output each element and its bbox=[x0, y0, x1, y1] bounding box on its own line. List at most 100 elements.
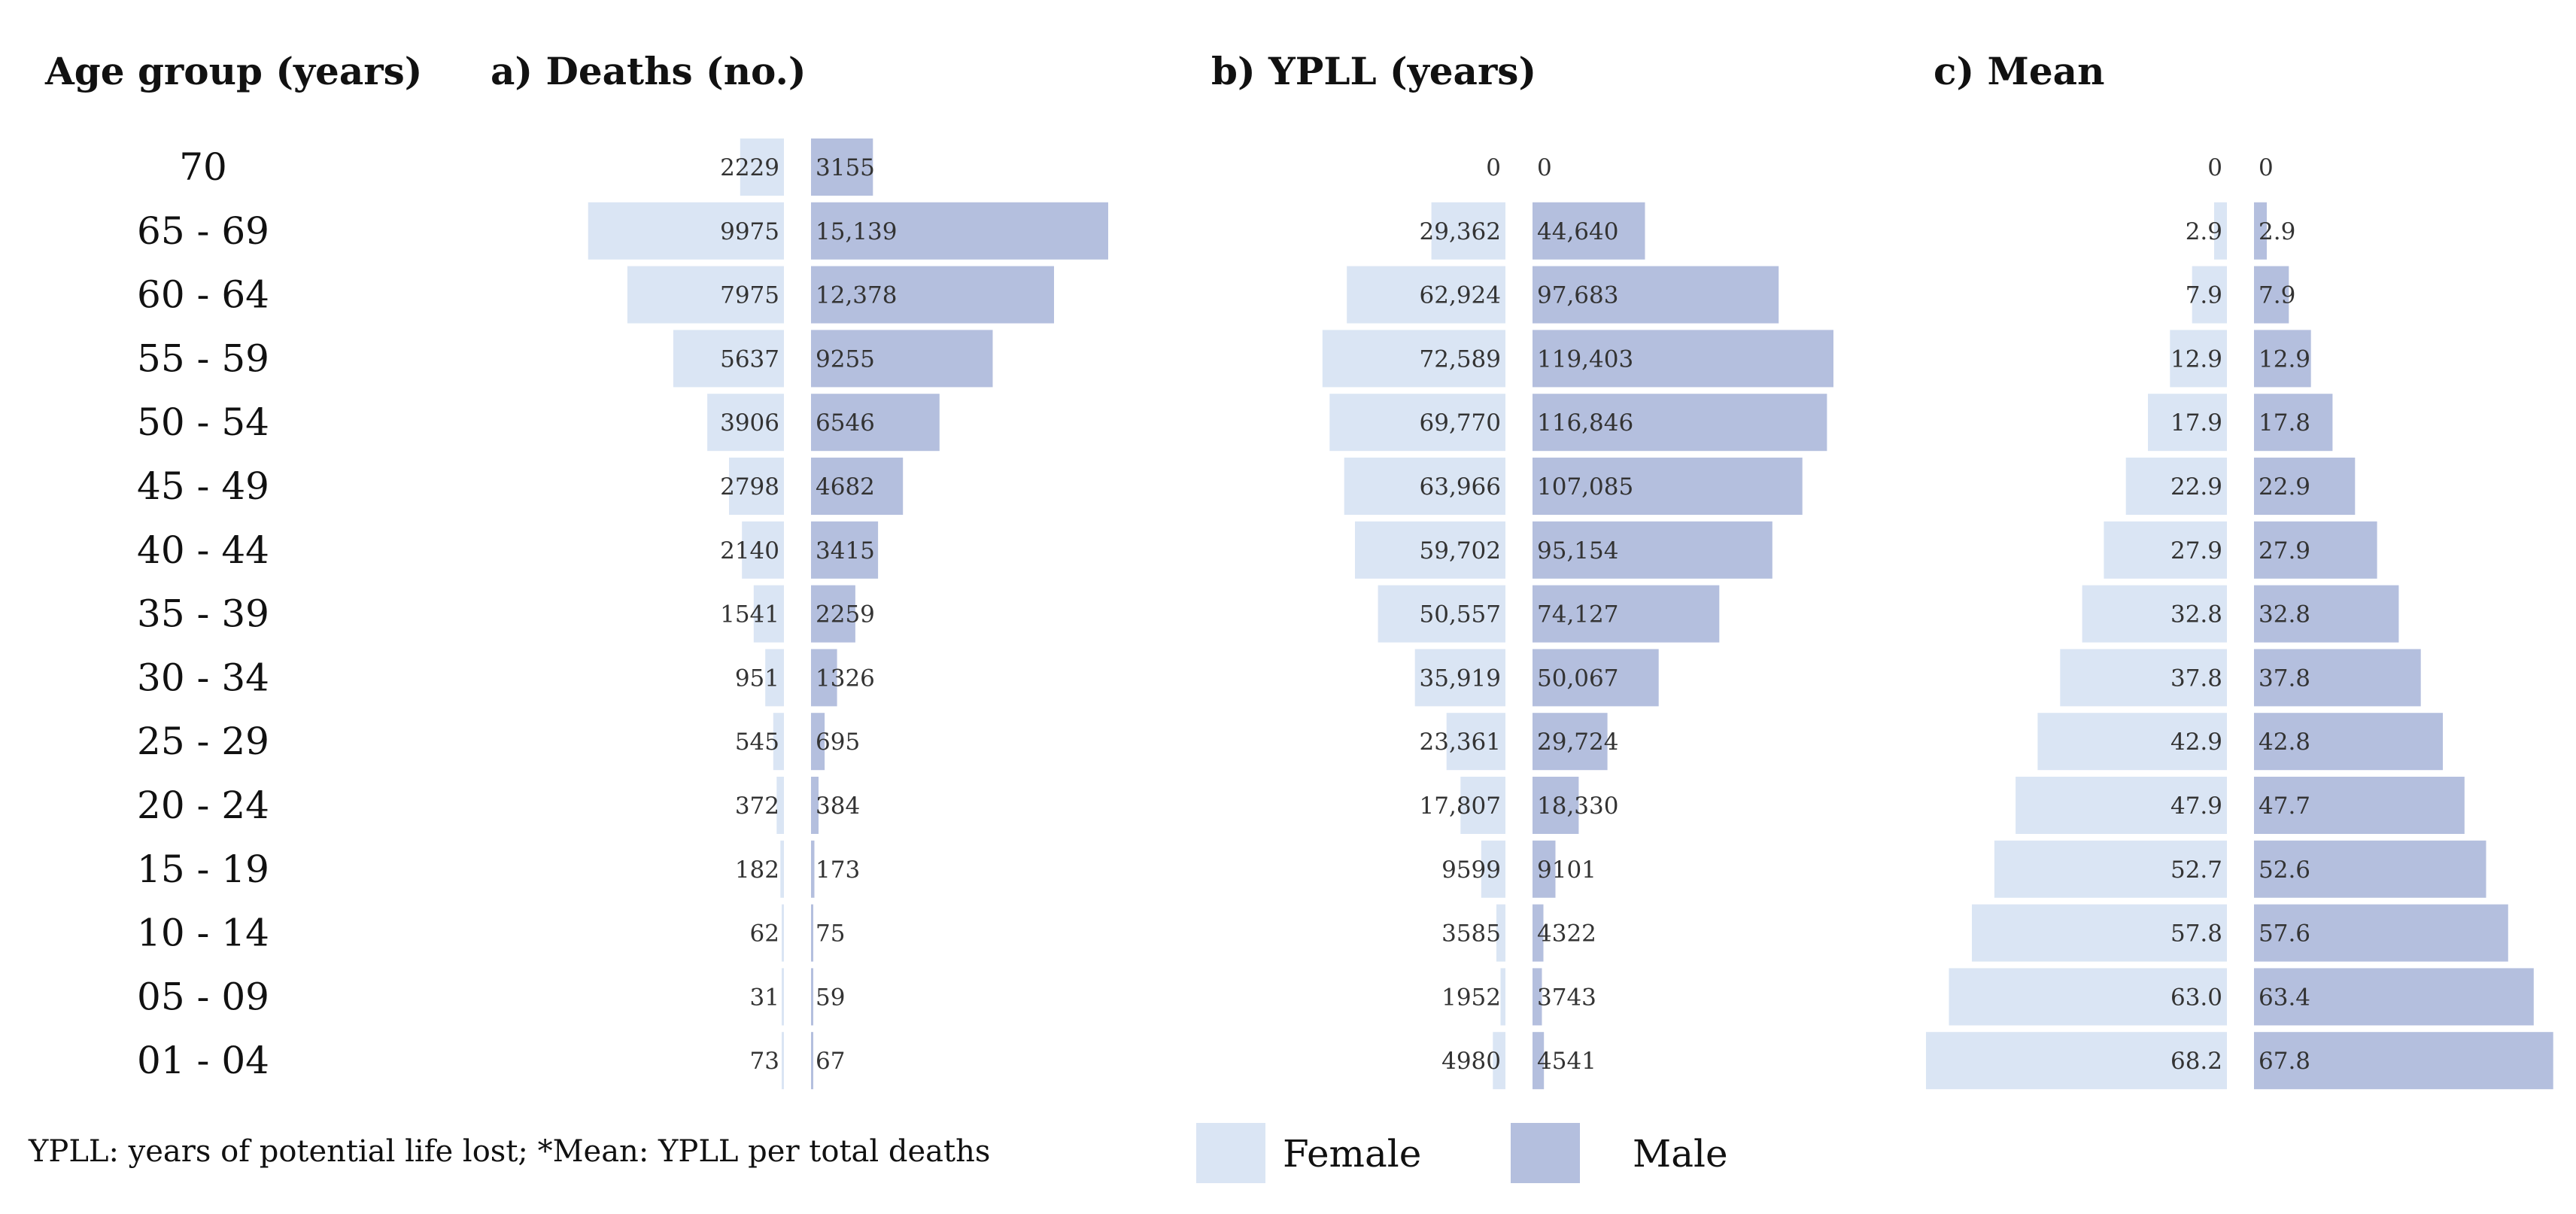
bar-female bbox=[1481, 840, 1505, 898]
value-label-female: 182 bbox=[735, 856, 779, 884]
value-label-male: 47.7 bbox=[2259, 793, 2310, 820]
value-label-male: 4682 bbox=[816, 473, 875, 501]
value-label-female: 7975 bbox=[720, 282, 779, 309]
age-label: 20 - 24 bbox=[137, 783, 269, 827]
bar-female bbox=[782, 1032, 784, 1090]
ypll-panel-title: b) YPLL (years) bbox=[1211, 49, 1536, 93]
bar-male bbox=[1533, 649, 1659, 707]
value-label-male: 2.9 bbox=[2259, 218, 2295, 245]
bar-female bbox=[1994, 840, 2227, 898]
value-label-male: 18,330 bbox=[1537, 793, 1618, 820]
bar-male bbox=[1533, 202, 1645, 260]
value-label-male: 44,640 bbox=[1537, 218, 1618, 245]
value-label-male: 75 bbox=[816, 920, 845, 948]
value-label-female: 63.0 bbox=[2170, 984, 2222, 1011]
value-label-female: 1541 bbox=[720, 601, 779, 628]
value-label-female: 3585 bbox=[1441, 920, 1501, 948]
bar-male bbox=[2254, 458, 2356, 515]
value-label-male: 27.9 bbox=[2259, 537, 2310, 564]
bar-male bbox=[811, 777, 819, 834]
bar-male bbox=[1533, 266, 1779, 324]
value-label-female: 52.7 bbox=[2170, 856, 2222, 884]
value-label-male: 95,154 bbox=[1537, 537, 1618, 564]
value-label-female: 68.2 bbox=[2170, 1048, 2222, 1075]
bar-female bbox=[773, 713, 784, 771]
age-label: 55 - 59 bbox=[137, 336, 269, 380]
bar-female bbox=[1355, 521, 1505, 579]
footnote: YPLL: years of potential life lost; *Mea… bbox=[28, 1134, 990, 1169]
value-label-female: 31 bbox=[750, 984, 779, 1011]
value-label-female: 951 bbox=[735, 665, 779, 692]
bar-female bbox=[2037, 713, 2227, 771]
bar-female bbox=[1329, 394, 1505, 452]
value-label-female: 62,924 bbox=[1420, 282, 1501, 309]
bar-male bbox=[1533, 777, 1579, 834]
value-label-female: 17,807 bbox=[1420, 793, 1501, 820]
value-label-female: 47.9 bbox=[2170, 793, 2222, 820]
legend-female-swatch bbox=[1196, 1123, 1265, 1183]
value-label-female: 2.9 bbox=[2186, 218, 2222, 245]
legend-male-label: Male bbox=[1633, 1132, 1728, 1176]
bar-male bbox=[811, 521, 879, 579]
bar-male bbox=[811, 138, 873, 196]
value-label-female: 2798 bbox=[720, 473, 779, 501]
value-label-male: 57.6 bbox=[2259, 920, 2310, 948]
value-label-male: 119,403 bbox=[1537, 345, 1633, 373]
legend-male-swatch bbox=[1511, 1123, 1580, 1183]
bar-male bbox=[1533, 458, 1803, 515]
age-label: 70 bbox=[179, 145, 227, 189]
age-label: 15 - 19 bbox=[137, 847, 269, 891]
age-labels: 70 65 - 69 60 - 64 55 - 59 50 - 54 45 - 49 40 … bbox=[137, 145, 269, 1082]
bar-female bbox=[2214, 202, 2227, 260]
value-label-male: 4541 bbox=[1537, 1048, 1596, 1075]
bar-female bbox=[2104, 521, 2227, 579]
bar-male bbox=[811, 458, 904, 515]
bar-female bbox=[753, 585, 784, 643]
value-label-female: 23,361 bbox=[1420, 729, 1501, 756]
bar-male bbox=[2254, 202, 2267, 260]
bar-male bbox=[2254, 266, 2289, 324]
value-label-male: 67.8 bbox=[2259, 1048, 2310, 1075]
value-label-male: 32.8 bbox=[2259, 601, 2310, 628]
bar-female bbox=[765, 649, 784, 707]
age-group-header: Age group (years) bbox=[44, 49, 422, 93]
value-label-female: 4980 bbox=[1441, 1048, 1501, 1075]
age-label: 40 - 44 bbox=[137, 528, 269, 572]
age-label: 50 - 54 bbox=[137, 400, 269, 444]
bar-male bbox=[2254, 394, 2333, 452]
bar-female bbox=[2170, 330, 2227, 388]
value-label-male: 63.4 bbox=[2259, 984, 2310, 1011]
value-label-female: 62 bbox=[750, 920, 779, 948]
value-label-male: 59 bbox=[816, 984, 845, 1011]
value-label-female: 2229 bbox=[720, 154, 779, 181]
bar-male bbox=[2254, 777, 2465, 834]
bar-male bbox=[2254, 840, 2486, 898]
value-label-female: 35,919 bbox=[1420, 665, 1501, 692]
value-label-female: 1952 bbox=[1441, 984, 1501, 1011]
bar-female bbox=[627, 266, 784, 324]
value-label-male: 6546 bbox=[816, 409, 875, 437]
value-label-female: 0 bbox=[2207, 154, 2222, 181]
value-label-female: 12.9 bbox=[2170, 345, 2222, 373]
age-label: 25 - 29 bbox=[137, 720, 269, 763]
value-label-female: 22.9 bbox=[2170, 473, 2222, 501]
value-label-male: 52.6 bbox=[2259, 856, 2310, 884]
bar-female bbox=[1347, 266, 1505, 324]
value-label-male: 0 bbox=[2259, 154, 2274, 181]
value-label-female: 9975 bbox=[720, 218, 779, 245]
bar-male bbox=[1533, 968, 1542, 1026]
value-label-male: 0 bbox=[1537, 154, 1552, 181]
bar-male bbox=[1533, 394, 1827, 452]
value-label-male: 17.8 bbox=[2259, 409, 2310, 437]
value-label-male: 22.9 bbox=[2259, 473, 2310, 501]
bar-female bbox=[782, 968, 784, 1026]
value-label-male: 9101 bbox=[1537, 856, 1596, 884]
bar-female bbox=[1493, 1032, 1505, 1090]
value-label-female: 72,589 bbox=[1420, 345, 1501, 373]
bar-female bbox=[1460, 777, 1505, 834]
value-label-male: 12.9 bbox=[2259, 345, 2310, 373]
bar-male bbox=[811, 330, 993, 388]
bar-male bbox=[1533, 521, 1773, 579]
bar-male bbox=[811, 1032, 813, 1090]
